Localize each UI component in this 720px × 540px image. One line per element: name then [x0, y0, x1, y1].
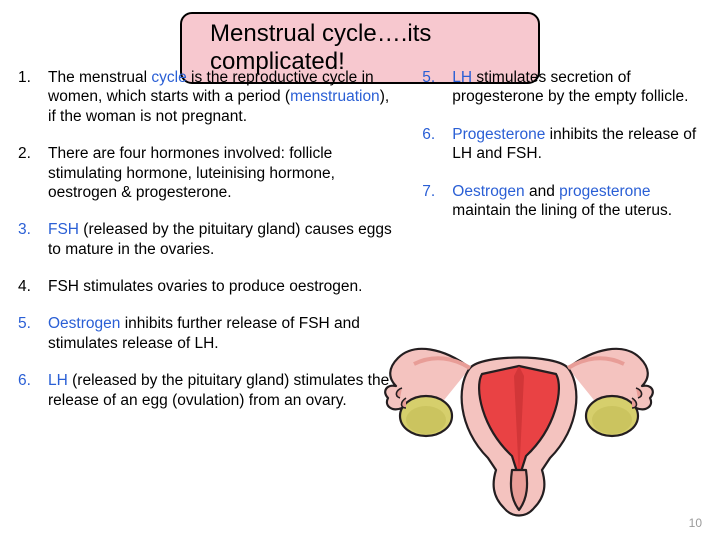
list-item: The menstrual cycle is the reproductive …: [14, 68, 394, 126]
body-text: There are four hormones involved: follic…: [48, 145, 335, 201]
list-item: LH (released by the pituitary gland) sti…: [14, 371, 394, 410]
body-text: (released by the pituitary gland) causes…: [48, 221, 392, 257]
body-text: maintain the lining of the uterus.: [452, 202, 672, 219]
uterus-diagram: [374, 298, 664, 528]
keyword-text: Oestrogen: [48, 315, 120, 332]
keyword-text: FSH: [48, 221, 79, 238]
body-text: (released by the pituitary gland) stimul…: [48, 372, 389, 408]
body-text: and: [525, 183, 559, 200]
body-text: The menstrual: [48, 69, 151, 86]
body-text: FSH stimulates ovaries to produce oestro…: [48, 278, 362, 295]
keyword-text: LH: [48, 372, 68, 389]
keyword-text: Progesterone: [452, 126, 545, 143]
list-item: Progesterone inhibits the release of LH …: [418, 125, 700, 164]
list-item: LH stimulates secretion of progesterone …: [418, 68, 700, 107]
body-text: stimulates secretion of progesterone by …: [452, 69, 688, 105]
page-number: 10: [689, 516, 702, 530]
list-item: Oestrogen inhibits further release of FS…: [14, 314, 394, 353]
list-item: FSH stimulates ovaries to produce oestro…: [14, 277, 394, 296]
keyword-text: Oestrogen: [452, 183, 524, 200]
list-item: Oestrogen and progesterone maintain the …: [418, 182, 700, 221]
list-item: There are four hormones involved: follic…: [14, 144, 394, 202]
left-bullet-list: The menstrual cycle is the reproductive …: [14, 68, 394, 428]
keyword-text: progesterone: [559, 183, 650, 200]
list-item: FSH (released by the pituitary gland) ca…: [14, 220, 394, 259]
keyword-text: cycle: [151, 69, 186, 86]
keyword-text: LH: [452, 69, 472, 86]
keyword-text: menstruation: [290, 88, 380, 105]
